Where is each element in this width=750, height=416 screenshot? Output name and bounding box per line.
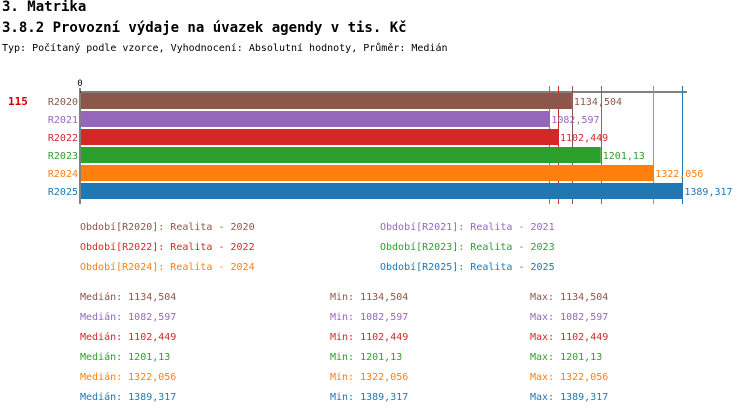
value-label-R2022: 1102,449 bbox=[560, 133, 608, 144]
stat-max: Max: 1389,317 bbox=[530, 392, 609, 403]
category-label-R2025: R2025 bbox=[48, 187, 78, 198]
legend-item: Období[R2023]: Realita - 2023 bbox=[380, 242, 555, 253]
bar-R2021 bbox=[81, 111, 550, 127]
stat-median: Medián: 1082,597 bbox=[80, 312, 177, 323]
legend-item: Období[R2024]: Realita - 2024 bbox=[80, 262, 255, 273]
legend-item: Období[R2022]: Realita - 2022 bbox=[80, 242, 255, 253]
stat-median: Medián: 1389,317 bbox=[80, 392, 177, 403]
category-label-R2023: R2023 bbox=[48, 151, 78, 162]
stat-min: Min: 1082,597 bbox=[330, 312, 409, 323]
row-marker: 115 bbox=[8, 95, 28, 108]
section-heading: 3. Matrika bbox=[2, 0, 87, 15]
value-label-R2021: 1082,597 bbox=[551, 115, 599, 126]
value-label-R2020: 1134,504 bbox=[574, 97, 622, 108]
stat-min: Min: 1201,13 bbox=[330, 352, 403, 363]
bar-R2023 bbox=[81, 147, 601, 163]
value-label-R2024: 1322,056 bbox=[655, 169, 703, 180]
legend-item: Období[R2025]: Realita - 2025 bbox=[380, 262, 555, 273]
stat-max: Max: 1201,13 bbox=[530, 352, 603, 363]
stat-median: Medián: 1322,056 bbox=[80, 372, 177, 383]
stat-min: Min: 1134,504 bbox=[330, 292, 409, 303]
bar-R2024 bbox=[81, 165, 654, 181]
category-label-R2021: R2021 bbox=[48, 115, 78, 126]
stat-min: Min: 1102,449 bbox=[330, 332, 409, 343]
chart-subtitle: Typ: Počítaný podle vzorce, Vyhodnocení:… bbox=[2, 43, 448, 54]
stat-median: Medián: 1201,13 bbox=[80, 352, 171, 363]
bar-R2020 bbox=[81, 93, 572, 109]
stat-min: Min: 1389,317 bbox=[330, 392, 409, 403]
category-label-R2022: R2022 bbox=[48, 133, 78, 144]
bar-chart: 0 R2020 1134,504 R2021 1082,597 R2022 1102,449… bbox=[8, 79, 733, 204]
axis-zero-label: 0 bbox=[77, 79, 82, 89]
category-label-R2020: R2020 bbox=[48, 97, 78, 108]
value-label-R2023: 1201,13 bbox=[603, 151, 645, 162]
legend-item: Období[R2020]: Realita - 2020 bbox=[80, 222, 255, 233]
legend-item: Období[R2021]: Realita - 2021 bbox=[380, 222, 555, 233]
chart-title: 3.8.2 Provozní výdaje na úvazek agendy v… bbox=[2, 20, 407, 36]
stat-max: Max: 1102,449 bbox=[530, 332, 609, 343]
bar-R2022 bbox=[81, 129, 558, 145]
bar-R2025 bbox=[81, 183, 683, 199]
stat-min: Min: 1322,056 bbox=[330, 372, 409, 383]
category-label-R2024: R2024 bbox=[48, 169, 78, 180]
stat-max: Max: 1134,504 bbox=[530, 292, 609, 303]
stat-max: Max: 1322,056 bbox=[530, 372, 609, 383]
value-label-R2025: 1389,317 bbox=[684, 187, 732, 198]
stat-max: Max: 1082,597 bbox=[530, 312, 609, 323]
stat-median: Medián: 1102,449 bbox=[80, 332, 177, 343]
stat-median: Medián: 1134,504 bbox=[80, 292, 177, 303]
